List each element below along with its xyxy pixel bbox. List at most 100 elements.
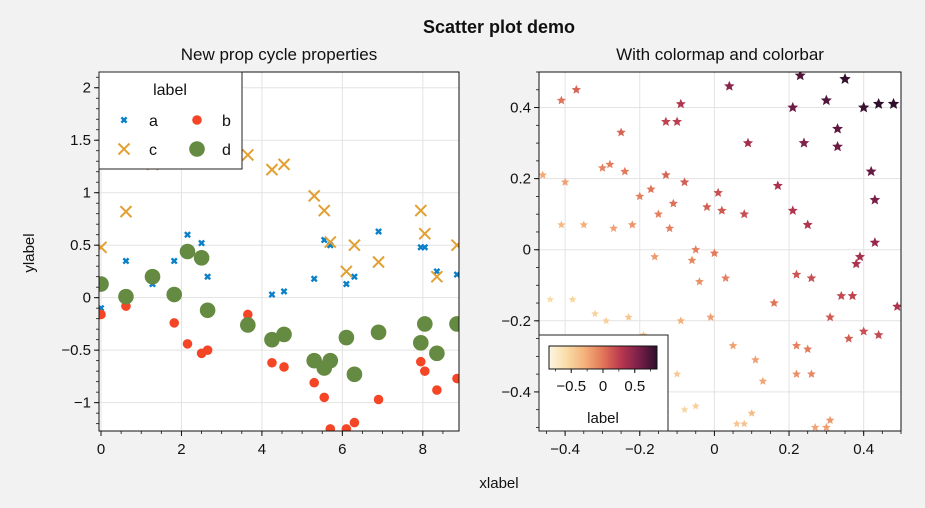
star-point xyxy=(556,95,566,105)
point-series-d xyxy=(338,329,355,346)
star-point xyxy=(758,376,768,385)
point-series-b xyxy=(279,362,289,372)
point-series-d xyxy=(166,286,183,303)
point-series-c xyxy=(348,238,361,252)
star-point xyxy=(724,80,735,91)
point-series-d xyxy=(99,276,109,292)
right-y-tick-label: 0 xyxy=(523,242,531,259)
star-point xyxy=(865,165,877,177)
right-y-tick-label: 0.4 xyxy=(510,100,531,117)
point-series-b xyxy=(267,357,277,368)
point-series-b xyxy=(202,345,213,355)
star-point xyxy=(806,273,817,283)
left-y-tick-label: 0.5 xyxy=(70,237,91,254)
point-series-a xyxy=(268,291,276,298)
star-point xyxy=(825,312,835,322)
star-point xyxy=(609,223,618,233)
point-series-a xyxy=(310,275,318,283)
star-point xyxy=(668,198,678,208)
colorbar: −0.5 0 0.5 label xyxy=(538,334,669,432)
left-frame xyxy=(98,71,460,432)
point-series-a xyxy=(204,273,212,281)
point-series-c xyxy=(318,204,331,217)
star-point xyxy=(557,220,566,229)
star-point xyxy=(832,140,843,152)
point-series-d xyxy=(264,331,280,348)
right-x-tick-label: 0.4 xyxy=(853,441,874,458)
right-panel: −0.4 −0.2 0 0.2 0.4 −0.4 −0.2 0 0.2 0.4 −0.5 0 0.5 la… xyxy=(501,71,902,458)
left-x-tick-label: 0 xyxy=(97,441,105,458)
point-series-d xyxy=(449,316,459,332)
star-point xyxy=(872,97,885,109)
colorbar-tick-label: 0 xyxy=(599,378,607,395)
star-point xyxy=(650,252,660,261)
point-series-b xyxy=(373,394,384,405)
star-point xyxy=(825,415,835,425)
star-point xyxy=(676,316,685,325)
right-y-tick-label: −0.4 xyxy=(501,384,531,401)
star-point xyxy=(810,422,820,431)
star-point xyxy=(742,137,754,148)
point-series-a xyxy=(433,267,441,275)
point-series-d xyxy=(346,366,363,383)
point-series-a xyxy=(122,257,130,265)
right-y-tick-label: 0.2 xyxy=(510,171,531,188)
legend-marker-a xyxy=(120,116,128,124)
star-point xyxy=(635,191,645,201)
legend-label-a: a xyxy=(149,113,158,130)
point-series-c xyxy=(450,238,459,252)
figure-title: Scatter plot demo xyxy=(423,17,575,37)
colorbar-tick-label: 0.5 xyxy=(624,378,645,395)
left-y-tick-label: 1.5 xyxy=(70,132,91,149)
legend-marker-b xyxy=(192,115,202,125)
star-point xyxy=(892,301,901,311)
colorbar-label: label xyxy=(587,410,619,427)
star-point xyxy=(858,326,869,336)
star-point xyxy=(709,248,719,258)
point-series-a xyxy=(421,243,429,251)
left-y-tick-label: −0.5 xyxy=(61,342,91,359)
point-series-d xyxy=(429,345,445,362)
right-x-tick-label: −0.2 xyxy=(625,441,655,458)
star-point xyxy=(695,277,704,286)
star-point xyxy=(597,163,607,172)
star-point xyxy=(739,209,750,219)
right-scatter-points xyxy=(539,72,901,431)
point-series-d xyxy=(417,316,433,332)
star-point xyxy=(571,84,581,94)
star-point xyxy=(646,184,656,194)
point-series-a xyxy=(342,280,350,288)
legend-title: label xyxy=(153,82,187,99)
point-series-c xyxy=(340,265,353,278)
star-point xyxy=(802,219,813,230)
right-frame xyxy=(538,71,902,432)
point-series-c xyxy=(277,158,291,171)
star-point xyxy=(706,312,715,321)
star-point xyxy=(869,237,881,248)
star-point xyxy=(602,316,611,325)
legend-label-d: d xyxy=(222,142,231,159)
star-point xyxy=(803,344,813,354)
star-point xyxy=(568,295,577,303)
point-series-d xyxy=(144,268,161,285)
star-point xyxy=(787,101,799,113)
star-point xyxy=(806,369,816,378)
point-series-c xyxy=(307,189,321,203)
colorbar-tick-label: −0.5 xyxy=(556,378,586,395)
star-point xyxy=(691,244,701,254)
point-series-d xyxy=(240,317,256,333)
point-series-b xyxy=(452,373,459,384)
star-point xyxy=(869,194,881,205)
left-y-tick-label: −1 xyxy=(74,395,91,412)
point-series-d xyxy=(412,335,429,351)
left-y-tick-label: 2 xyxy=(83,80,91,97)
left-y-tick-label: 0 xyxy=(83,290,91,307)
point-series-d xyxy=(118,288,134,305)
point-series-b xyxy=(182,339,193,349)
star-point xyxy=(721,273,731,282)
point-series-b xyxy=(319,392,330,403)
right-x-tick-label: 0 xyxy=(710,441,718,458)
star-point xyxy=(792,340,801,350)
point-series-c xyxy=(372,255,385,269)
point-series-a xyxy=(375,228,383,236)
